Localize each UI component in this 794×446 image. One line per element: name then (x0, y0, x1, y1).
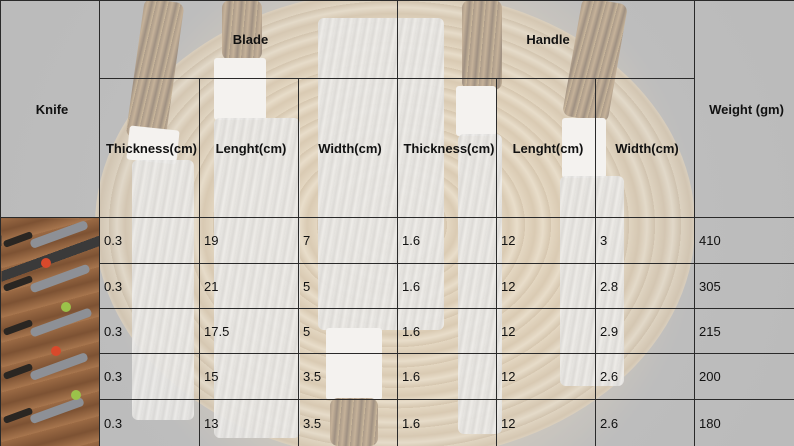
header-blade-thickness: Thickness(cm) (99, 78, 200, 218)
cell-blade-width: 3.5 (298, 399, 398, 446)
cell-weight: 180 (694, 399, 794, 446)
cell-handle-width: 2.6 (594, 353, 696, 400)
cell-blade-length: 21 (199, 263, 299, 309)
cell-handle-width: 3 (594, 217, 696, 264)
cell-handle-thickness: 1.6 (397, 263, 497, 309)
cell-handle-thickness: 1.6 (397, 217, 497, 264)
table-row: 0.3 13 3.5 1.6 12 2.6 180 (1, 399, 794, 446)
cell-handle-width: 2.6 (594, 399, 696, 446)
cell-handle-thickness: 1.6 (397, 399, 497, 446)
header-weight: Weight (gm) (694, 0, 794, 218)
cell-handle-length: 12 (496, 217, 596, 264)
table-row: 0.3 15 3.5 1.6 12 2.6 200 (1, 353, 794, 400)
header-blade: Blade (99, 0, 398, 79)
table-row: 0.3 21 5 1.6 12 2.8 305 (1, 263, 794, 309)
cell-blade-length: 15 (199, 353, 299, 400)
cell-blade-width: 5 (298, 308, 398, 354)
cell-blade-width: 5 (298, 263, 398, 309)
cell-handle-length: 12 (496, 308, 596, 354)
header-row-sub: Thickness(cm) Lenght(cm) Width(cm) Thick… (1, 78, 794, 218)
cell-blade-thickness: 0.3 (99, 308, 200, 354)
header-blade-length: Lenght(cm) (199, 78, 299, 218)
cell-blade-length: 17.5 (199, 308, 299, 354)
cell-blade-thickness: 0.3 (99, 217, 200, 264)
header-blade-width: Width(cm) (298, 78, 398, 218)
header-handle-width: Width(cm) (594, 78, 696, 218)
cell-handle-thickness: 1.6 (397, 308, 497, 354)
knife-set-photo (0, 217, 100, 446)
cell-weight: 410 (694, 217, 794, 264)
cell-blade-width: 7 (298, 217, 398, 264)
header-handle: Handle (396, 0, 696, 79)
cell-handle-length: 12 (496, 353, 596, 400)
cell-blade-thickness: 0.3 (99, 399, 200, 446)
cell-blade-width: 3.5 (298, 353, 398, 400)
header-knife: Knife (0, 0, 100, 218)
header-handle-thickness: Thickness(cm) (397, 78, 497, 218)
cell-weight: 200 (694, 353, 794, 400)
cell-blade-thickness: 0.3 (99, 353, 200, 400)
header-row-top: Knife Blade Handle Weight (gm) (0, 0, 794, 218)
cell-blade-length: 19 (199, 217, 299, 264)
table-row: 0.3 17.5 5 1.6 12 2.9 215 (1, 308, 794, 354)
cell-handle-width: 2.9 (594, 308, 696, 354)
cell-blade-length: 13 (199, 399, 299, 446)
cell-handle-length: 12 (496, 263, 596, 309)
cell-handle-thickness: 1.6 (397, 353, 497, 400)
cell-weight: 305 (694, 263, 794, 309)
cell-blade-thickness: 0.3 (99, 263, 200, 309)
cell-weight: 215 (694, 308, 794, 354)
table-row: 0.3 19 7 1.6 12 3 410 (0, 217, 794, 446)
cell-handle-length: 12 (496, 399, 596, 446)
header-handle-length: Lenght(cm) (496, 78, 596, 218)
cell-handle-width: 2.8 (594, 263, 696, 309)
